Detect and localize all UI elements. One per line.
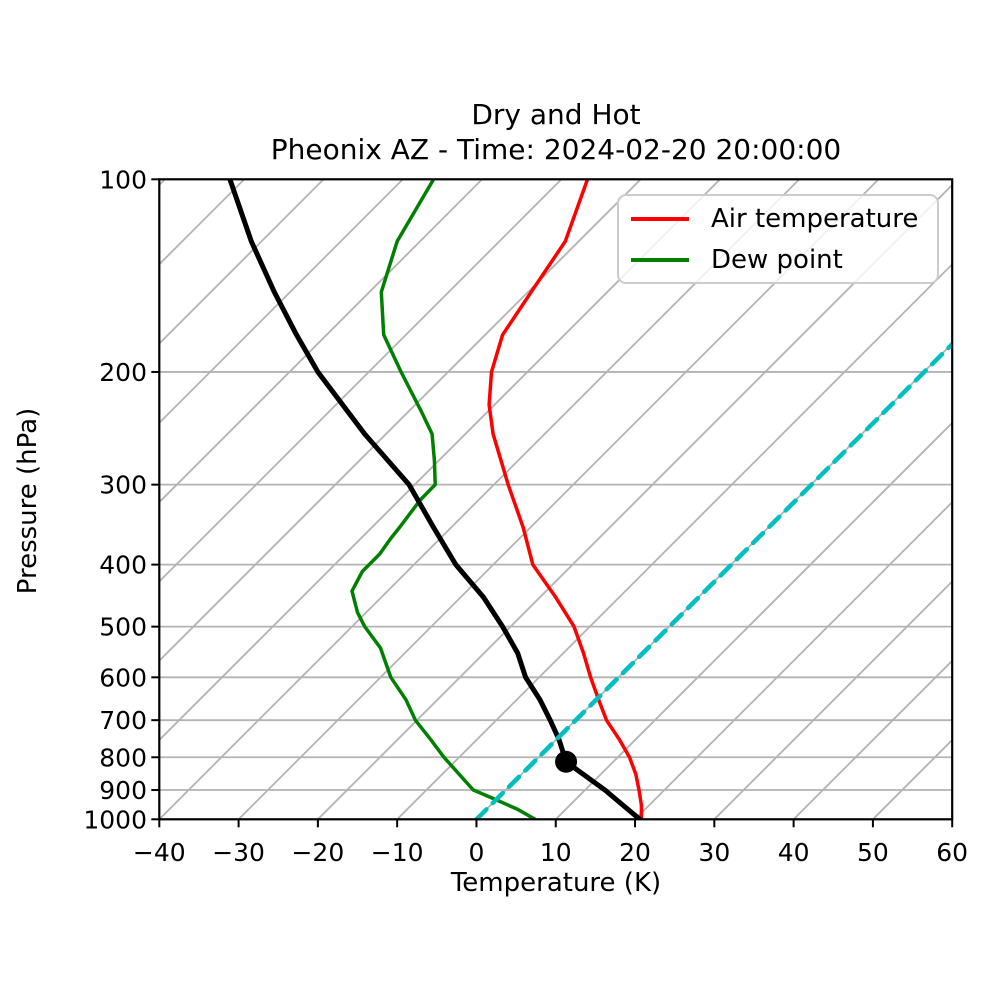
x-tick-label: 20 <box>619 838 651 867</box>
skew-isotherm-gridline <box>159 179 642 662</box>
skew-isotherm-gridline <box>951 818 953 820</box>
chart-subtitle: Pheonix AZ - Time: 2024-02-20 20:00:00 <box>270 133 842 166</box>
skew-isotherm-gridline <box>159 179 325 345</box>
skew-isotherm-gridline <box>555 421 953 820</box>
y-tick-label: 300 <box>99 471 147 500</box>
y-tick-label: 100 <box>99 165 147 194</box>
y-tick-label: 500 <box>99 613 147 642</box>
x-axis-label: Temperature (K) <box>450 868 662 898</box>
skew-isotherm-gridline <box>159 179 721 742</box>
legend-label-dew-point: Dew point <box>711 244 843 275</box>
y-tick-label: 1000 <box>83 805 147 834</box>
skew-isotherm-gridline <box>792 659 953 820</box>
skew-isotherm-gridline <box>634 500 953 820</box>
legend-label-air-temperature: Air temperature <box>711 203 919 234</box>
dew-point-line-sample <box>631 257 689 262</box>
skew-isotherm-gridline <box>396 262 953 820</box>
legend: Air temperature Dew point <box>617 194 939 284</box>
x-tick-label: 0 <box>469 838 485 867</box>
y-tick-label: 200 <box>99 358 147 387</box>
skew-isotherm-gridline <box>159 179 563 583</box>
air-temperature-curve <box>487 179 644 820</box>
chart-title: Dry and Hot <box>471 98 641 131</box>
legend-item-dew-point: Dew point <box>631 245 937 275</box>
x-tick-label: −10 <box>371 838 424 867</box>
x-tick-label: −20 <box>291 838 344 867</box>
air-temperature-line-sample <box>631 216 689 221</box>
dew-point-curve <box>350 179 537 820</box>
y-tick-label: 900 <box>99 776 147 805</box>
y-tick-label: 800 <box>99 743 147 772</box>
title-block: Dry and Hot Pheonix AZ - Time: 2024-02-2… <box>159 97 953 167</box>
y-tick-label: 700 <box>99 706 147 735</box>
highlighted-isotherm-curve <box>474 341 953 820</box>
x-tick-label: 60 <box>936 838 968 867</box>
skew-isotherm-gridline <box>713 580 953 820</box>
x-tick-label: −40 <box>133 838 186 867</box>
skew-isotherm-gridline <box>159 179 800 820</box>
x-tick-label: 50 <box>857 838 889 867</box>
x-tick-label: 10 <box>540 838 572 867</box>
y-tick-label: 600 <box>99 663 147 692</box>
skew-isotherm-gridline <box>317 183 953 820</box>
y-axis-label: Pressure (hPa) <box>13 407 43 595</box>
x-tick-label: −30 <box>212 838 265 867</box>
skew-isotherm-gridline <box>159 179 483 504</box>
y-tick-label: 400 <box>99 551 147 580</box>
skew-isotherm-gridline <box>159 179 404 425</box>
parcel-profile-curve <box>227 179 643 820</box>
legend-item-air-temperature: Air temperature <box>631 204 937 234</box>
x-tick-label: 40 <box>778 838 810 867</box>
x-tick-label: 30 <box>698 838 730 867</box>
parcel-marker-dot <box>555 750 578 773</box>
skew-isotherm-gridline <box>237 179 880 820</box>
